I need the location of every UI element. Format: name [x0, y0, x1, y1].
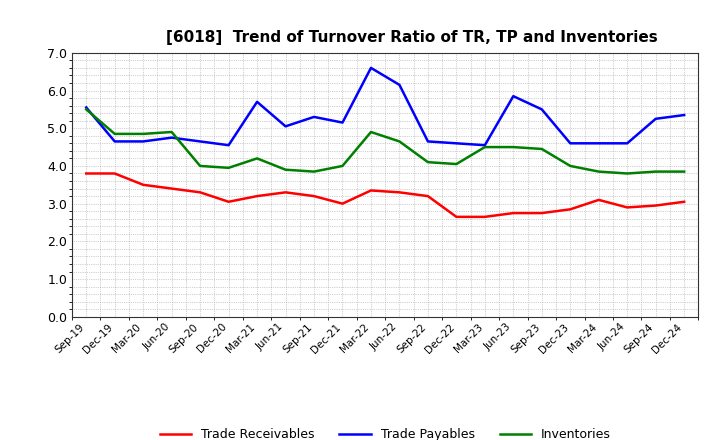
Trade Receivables — [480, 214, 489, 220]
Trade Receivables — [566, 207, 575, 212]
Inventories — [253, 156, 261, 161]
Trade Payables — [480, 143, 489, 148]
Trade Receivables — [423, 194, 432, 199]
Trade Receivables — [395, 190, 404, 195]
Inventories — [282, 167, 290, 172]
Inventories — [338, 163, 347, 169]
Trade Receivables — [225, 199, 233, 205]
Inventories — [225, 165, 233, 170]
Trade Payables — [282, 124, 290, 129]
Trade Payables — [680, 112, 688, 117]
Trade Payables — [366, 65, 375, 70]
Trade Receivables — [196, 190, 204, 195]
Trade Payables — [310, 114, 318, 120]
Trade Payables — [652, 116, 660, 121]
Trade Receivables — [310, 194, 318, 199]
Inventories — [167, 129, 176, 135]
Trade Receivables — [595, 197, 603, 202]
Trade Receivables — [452, 214, 461, 220]
Inventories — [509, 144, 518, 150]
Inventories — [310, 169, 318, 174]
Trade Receivables — [253, 194, 261, 199]
Text: [6018]  Trend of Turnover Ratio of TR, TP and Inventories: [6018] Trend of Turnover Ratio of TR, TP… — [166, 29, 657, 45]
Line: Inventories: Inventories — [86, 110, 684, 173]
Inventories — [623, 171, 631, 176]
Line: Trade Payables: Trade Payables — [86, 68, 684, 145]
Trade Receivables — [509, 210, 518, 216]
Trade Payables — [423, 139, 432, 144]
Inventories — [680, 169, 688, 174]
Inventories — [595, 169, 603, 174]
Trade Receivables — [537, 210, 546, 216]
Inventories — [82, 107, 91, 112]
Trade Receivables — [366, 188, 375, 193]
Inventories — [139, 131, 148, 136]
Trade Receivables — [652, 203, 660, 208]
Trade Payables — [566, 141, 575, 146]
Trade Payables — [395, 82, 404, 88]
Trade Payables — [595, 141, 603, 146]
Trade Payables — [167, 135, 176, 140]
Trade Receivables — [338, 201, 347, 206]
Trade Receivables — [167, 186, 176, 191]
Trade Payables — [509, 94, 518, 99]
Trade Receivables — [82, 171, 91, 176]
Inventories — [452, 161, 461, 167]
Trade Payables — [196, 139, 204, 144]
Inventories — [652, 169, 660, 174]
Inventories — [480, 144, 489, 150]
Trade Receivables — [680, 199, 688, 205]
Trade Receivables — [139, 182, 148, 187]
Trade Payables — [110, 139, 119, 144]
Trade Payables — [537, 107, 546, 112]
Trade Receivables — [110, 171, 119, 176]
Trade Payables — [253, 99, 261, 104]
Inventories — [395, 139, 404, 144]
Line: Trade Receivables: Trade Receivables — [86, 173, 684, 217]
Inventories — [566, 163, 575, 169]
Inventories — [423, 160, 432, 165]
Legend: Trade Receivables, Trade Payables, Inventories: Trade Receivables, Trade Payables, Inven… — [155, 423, 616, 440]
Trade Payables — [225, 143, 233, 148]
Inventories — [537, 147, 546, 152]
Inventories — [196, 163, 204, 169]
Trade Payables — [82, 105, 91, 110]
Trade Payables — [338, 120, 347, 125]
Trade Receivables — [282, 190, 290, 195]
Trade Payables — [452, 141, 461, 146]
Inventories — [110, 131, 119, 136]
Trade Receivables — [623, 205, 631, 210]
Inventories — [366, 129, 375, 135]
Trade Payables — [139, 139, 148, 144]
Trade Payables — [623, 141, 631, 146]
